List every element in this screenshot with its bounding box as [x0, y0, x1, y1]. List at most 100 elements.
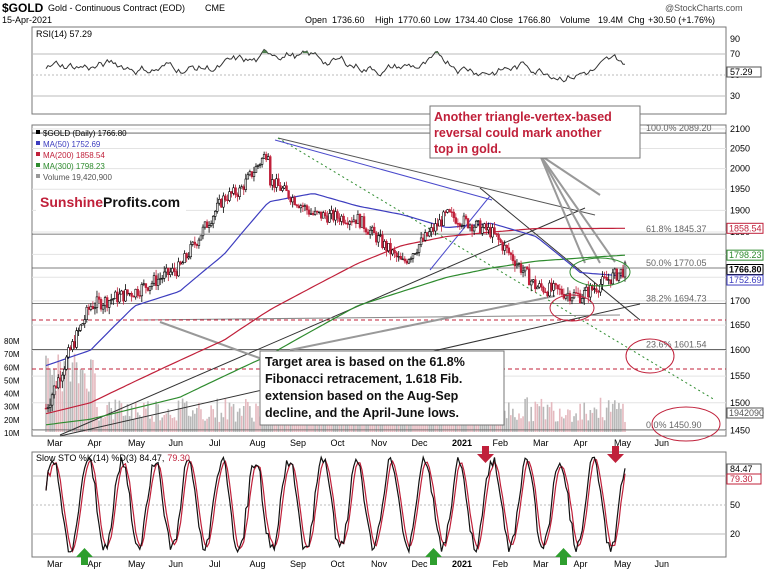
fib-label: 38.2% 1694.73 — [646, 293, 707, 303]
volume-tick: 30M — [4, 403, 20, 412]
price-body — [623, 262, 627, 278]
price-body — [550, 282, 553, 291]
price-body — [446, 209, 449, 213]
price-body — [485, 223, 488, 231]
x-tick: Dec — [412, 559, 429, 569]
price-body — [209, 223, 213, 226]
chart-date: 15-Apr-2021 — [2, 15, 52, 25]
buy-arrow-icon — [555, 548, 572, 565]
price-body — [399, 256, 402, 260]
price-body — [489, 227, 492, 238]
legend-ma300: MA(300) 1798.23 — [43, 162, 105, 171]
volume-bar — [320, 419, 323, 432]
legend-ma200: MA(200) 1858.54 — [43, 151, 105, 160]
price-body — [401, 258, 404, 261]
price-body — [148, 285, 152, 291]
rsi-tick: 70 — [730, 49, 740, 59]
price-body — [609, 279, 612, 285]
price-body — [287, 190, 290, 199]
price-body — [509, 252, 513, 255]
volume-bar — [563, 418, 565, 432]
price-body — [440, 219, 443, 226]
price-body — [393, 249, 396, 254]
x-tick: Feb — [493, 559, 509, 569]
price-tick: 1550 — [730, 371, 750, 381]
volume-bar — [161, 417, 164, 432]
volume-bar — [122, 415, 125, 432]
price-body — [519, 263, 523, 273]
price-body — [211, 216, 215, 224]
volume-bar — [579, 403, 581, 432]
price-body — [474, 220, 478, 228]
volume-bar — [587, 420, 590, 432]
price-body — [152, 275, 156, 284]
price-body — [85, 306, 88, 320]
price-body — [232, 187, 235, 194]
price-body — [134, 288, 137, 298]
volume-bar — [45, 355, 47, 432]
price-body — [477, 220, 480, 222]
price-body — [417, 244, 421, 253]
volume-bar — [589, 409, 592, 432]
price-body — [391, 249, 394, 255]
volume-bar — [169, 414, 172, 432]
price-body — [132, 296, 135, 298]
volume-bar — [94, 373, 96, 432]
volume-bar — [510, 415, 512, 432]
price-body — [574, 292, 578, 294]
price-body — [187, 256, 190, 259]
volume-bar — [522, 416, 524, 432]
price-body — [311, 213, 315, 215]
price-body — [570, 297, 574, 302]
price-body — [89, 305, 93, 310]
highlight-ellipse — [569, 257, 631, 287]
volume-bar — [393, 421, 396, 432]
price-body — [181, 262, 184, 265]
volume-bar — [53, 368, 55, 432]
legend-volume: Volume 19,420,900 — [43, 173, 112, 182]
volume-bar — [583, 402, 586, 432]
price-body — [521, 270, 525, 273]
price-body — [120, 290, 123, 295]
price-body — [444, 211, 447, 213]
price-body — [352, 219, 356, 223]
volume-bar — [232, 404, 235, 432]
rsi-tick: 30 — [730, 91, 740, 101]
price-body — [464, 215, 468, 219]
price-tag: 1858.54 — [729, 223, 762, 233]
price-body — [199, 235, 203, 241]
volume-bar — [399, 421, 402, 432]
price-body — [466, 218, 470, 229]
volume-bar — [565, 415, 567, 432]
fib-lines: 100.0% 2089.20 61.8% 1845.37 50.0% 1770.05… — [32, 123, 726, 431]
volume-bar — [520, 418, 522, 432]
price-body — [342, 215, 345, 224]
volume-bar — [106, 405, 108, 432]
price-body — [179, 261, 182, 265]
volume-bar — [132, 419, 135, 432]
price-body — [118, 293, 121, 303]
price-body — [165, 267, 168, 273]
price-body — [112, 298, 115, 300]
price-body — [44, 407, 48, 410]
price-body — [240, 186, 243, 189]
price-body — [534, 279, 537, 290]
ohlc-readout: Open 1736.60 High 1770.60 Low 1734.40 Cl… — [305, 15, 715, 25]
chg-value: +30.50 (+1.76%) — [648, 15, 715, 25]
price-tag-box — [726, 222, 764, 234]
price-body — [299, 205, 303, 209]
volume-bar — [57, 354, 60, 432]
price-body — [350, 221, 354, 223]
volume-bar — [240, 415, 243, 432]
x-tick: Dec — [412, 438, 429, 448]
volume-bar — [575, 413, 577, 432]
volume-bar — [216, 398, 219, 432]
rsi-tick: 90 — [730, 34, 740, 44]
stoch-d-line — [45, 458, 626, 553]
rsi-label: RSI(14) 57.29 — [36, 29, 92, 39]
price-legend: $GOLD (Daily) 1766.80 MA(50) 1752.69 MA(… — [36, 129, 127, 182]
volume-bar — [542, 406, 545, 432]
x-tick: Oct — [331, 559, 346, 569]
price-body — [144, 283, 148, 288]
